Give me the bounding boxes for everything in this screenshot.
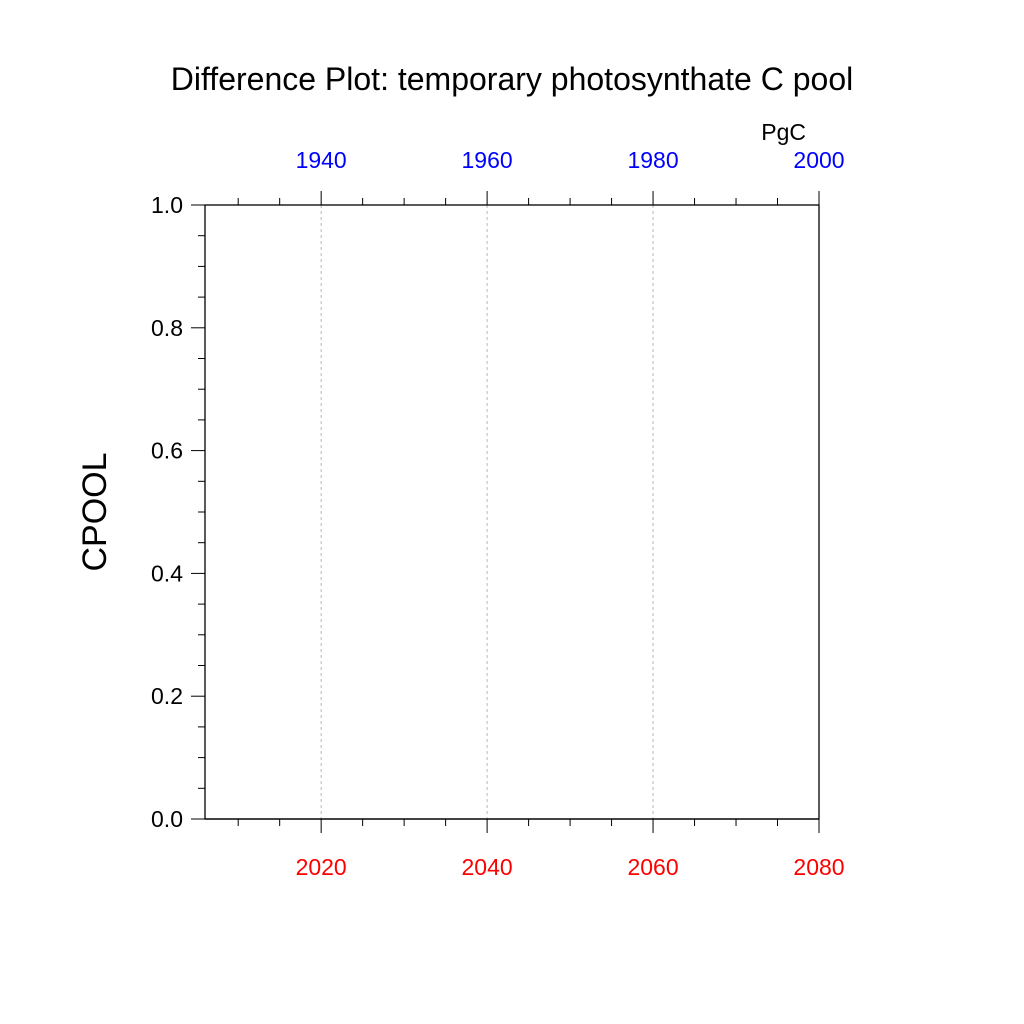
y-tick-label: 0.0 xyxy=(151,806,183,832)
chart-title: Difference Plot: temporary photosynthate… xyxy=(171,61,853,97)
x-top-tick-label: 1980 xyxy=(627,147,678,173)
y-axis-label: CPOOL xyxy=(76,452,114,571)
x-top-tick-label: 1940 xyxy=(296,147,347,173)
x-bottom-tick-label: 2060 xyxy=(627,854,678,880)
units-label: PgC xyxy=(761,119,806,145)
y-tick-label: 1.0 xyxy=(151,192,183,218)
y-tick-label: 0.2 xyxy=(151,683,183,709)
tick-labels: 0.0 0.2 0.4 0.6 0.8 1.0 2020 2040 2060 2080 1940 19… xyxy=(151,147,845,880)
y-tick-label: 0.4 xyxy=(151,560,183,586)
x-bottom-tick-label: 2040 xyxy=(462,854,513,880)
x-top-tick-label: 1960 xyxy=(462,147,513,173)
y-tick-label: 0.6 xyxy=(151,438,183,464)
tick-marks xyxy=(191,191,820,833)
plot-frame xyxy=(204,204,820,820)
x-bottom-tick-label: 2080 xyxy=(793,854,844,880)
y-tick-label: 0.8 xyxy=(151,315,183,341)
gridlines xyxy=(320,205,654,819)
x-top-tick-label: 2000 xyxy=(793,147,844,173)
x-bottom-tick-label: 2020 xyxy=(296,854,347,880)
